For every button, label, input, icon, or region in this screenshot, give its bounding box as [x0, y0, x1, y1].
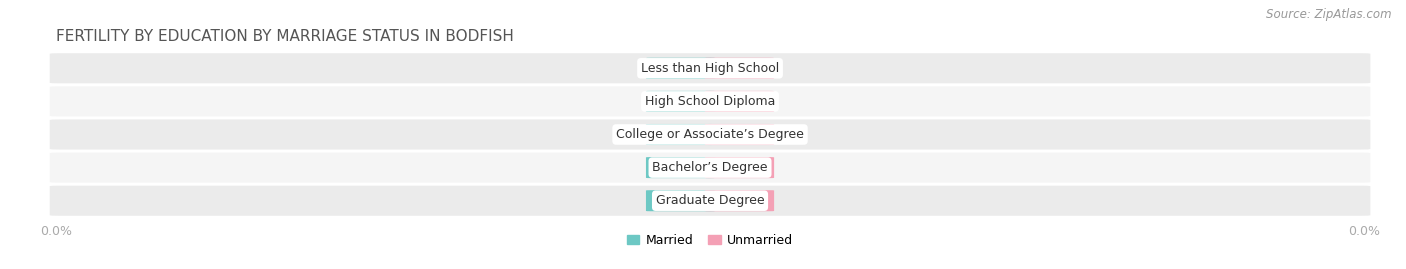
Legend: Married, Unmarried: Married, Unmarried [621, 229, 799, 252]
Text: 0.0%: 0.0% [665, 196, 696, 206]
FancyBboxPatch shape [49, 186, 1371, 216]
Text: College or Associate’s Degree: College or Associate’s Degree [616, 128, 804, 141]
FancyBboxPatch shape [49, 53, 1371, 83]
FancyBboxPatch shape [704, 124, 775, 145]
FancyBboxPatch shape [49, 119, 1371, 150]
FancyBboxPatch shape [49, 86, 1371, 116]
FancyBboxPatch shape [704, 58, 775, 79]
Text: Bachelor’s Degree: Bachelor’s Degree [652, 161, 768, 174]
Text: 0.0%: 0.0% [724, 96, 755, 107]
Text: 0.0%: 0.0% [724, 129, 755, 140]
Text: FERTILITY BY EDUCATION BY MARRIAGE STATUS IN BODFISH: FERTILITY BY EDUCATION BY MARRIAGE STATU… [56, 29, 515, 44]
Text: 0.0%: 0.0% [724, 196, 755, 206]
Text: Less than High School: Less than High School [641, 62, 779, 75]
FancyBboxPatch shape [645, 58, 716, 79]
FancyBboxPatch shape [704, 190, 775, 211]
FancyBboxPatch shape [704, 91, 775, 112]
Text: 0.0%: 0.0% [665, 162, 696, 173]
FancyBboxPatch shape [645, 190, 716, 211]
Text: Source: ZipAtlas.com: Source: ZipAtlas.com [1267, 8, 1392, 21]
FancyBboxPatch shape [645, 91, 716, 112]
FancyBboxPatch shape [49, 153, 1371, 183]
Text: 0.0%: 0.0% [724, 162, 755, 173]
FancyBboxPatch shape [645, 157, 716, 178]
Text: 0.0%: 0.0% [665, 96, 696, 107]
FancyBboxPatch shape [645, 124, 716, 145]
Text: High School Diploma: High School Diploma [645, 95, 775, 108]
Text: 0.0%: 0.0% [724, 63, 755, 73]
FancyBboxPatch shape [704, 157, 775, 178]
Text: Graduate Degree: Graduate Degree [655, 194, 765, 207]
Text: 0.0%: 0.0% [665, 63, 696, 73]
Text: 0.0%: 0.0% [665, 129, 696, 140]
